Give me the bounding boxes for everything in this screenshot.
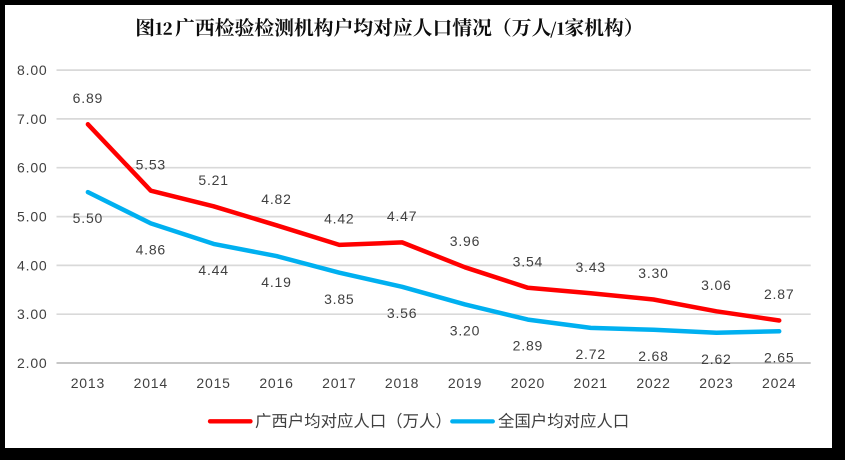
svg-text:3.85: 3.85 bbox=[324, 291, 354, 307]
svg-text:4.19: 4.19 bbox=[261, 274, 291, 290]
svg-text:4.86: 4.86 bbox=[136, 242, 166, 258]
svg-text:4.47: 4.47 bbox=[387, 208, 417, 224]
svg-text:4.82: 4.82 bbox=[261, 191, 291, 207]
svg-text:2013: 2013 bbox=[71, 375, 105, 391]
svg-text:4.42: 4.42 bbox=[324, 211, 354, 227]
svg-text:3.06: 3.06 bbox=[701, 277, 731, 293]
svg-text:2.89: 2.89 bbox=[513, 338, 543, 354]
svg-text:5.00: 5.00 bbox=[17, 209, 47, 225]
svg-text:2.00: 2.00 bbox=[17, 355, 47, 371]
svg-text:3.30: 3.30 bbox=[638, 265, 668, 281]
svg-text:3.20: 3.20 bbox=[450, 323, 480, 339]
svg-text:3.43: 3.43 bbox=[575, 259, 605, 275]
svg-text:8.00: 8.00 bbox=[17, 62, 47, 78]
svg-text:2015: 2015 bbox=[196, 375, 230, 391]
svg-text:4.44: 4.44 bbox=[198, 262, 228, 278]
svg-text:2017: 2017 bbox=[322, 375, 356, 391]
svg-text:2.72: 2.72 bbox=[575, 346, 605, 362]
svg-text:5.50: 5.50 bbox=[73, 210, 103, 226]
svg-text:3.56: 3.56 bbox=[387, 305, 417, 321]
svg-text:2.65: 2.65 bbox=[764, 349, 794, 365]
svg-text:2.62: 2.62 bbox=[701, 351, 731, 367]
svg-text:6.00: 6.00 bbox=[17, 160, 47, 176]
svg-text:3.00: 3.00 bbox=[17, 306, 47, 322]
svg-text:2020: 2020 bbox=[511, 375, 545, 391]
svg-text:5.21: 5.21 bbox=[198, 172, 228, 188]
svg-text:2018: 2018 bbox=[385, 375, 419, 391]
svg-text:2016: 2016 bbox=[259, 375, 293, 391]
svg-text:2.68: 2.68 bbox=[638, 348, 668, 364]
svg-text:3.96: 3.96 bbox=[450, 233, 480, 249]
svg-text:2022: 2022 bbox=[636, 375, 670, 391]
svg-text:3.54: 3.54 bbox=[513, 253, 543, 269]
svg-text:2021: 2021 bbox=[574, 375, 608, 391]
svg-text:2023: 2023 bbox=[699, 375, 733, 391]
svg-text:7.00: 7.00 bbox=[17, 111, 47, 127]
svg-text:2.87: 2.87 bbox=[764, 286, 794, 302]
svg-text:2014: 2014 bbox=[134, 375, 168, 391]
svg-text:6.89: 6.89 bbox=[73, 90, 103, 106]
svg-text:4.00: 4.00 bbox=[17, 257, 47, 273]
svg-text:2024: 2024 bbox=[762, 375, 796, 391]
svg-text:2019: 2019 bbox=[448, 375, 482, 391]
svg-text:5.53: 5.53 bbox=[136, 156, 166, 172]
